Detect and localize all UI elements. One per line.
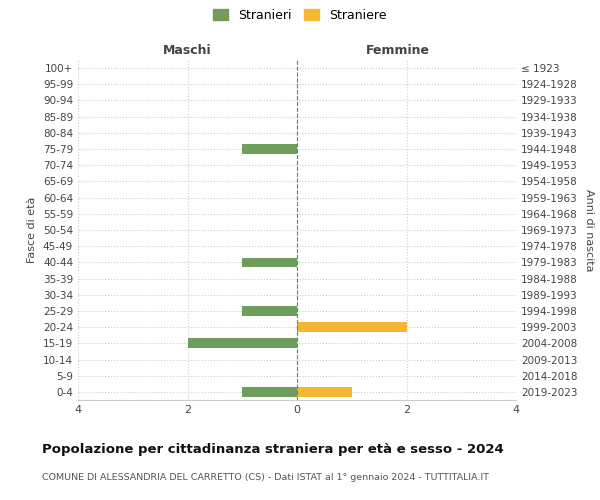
Y-axis label: Fasce di età: Fasce di età xyxy=(28,197,37,263)
Text: Maschi: Maschi xyxy=(163,44,212,57)
Text: Popolazione per cittadinanza straniera per età e sesso - 2024: Popolazione per cittadinanza straniera p… xyxy=(42,442,504,456)
Bar xyxy=(242,387,297,397)
Y-axis label: Anni di nascita: Anni di nascita xyxy=(584,188,594,271)
Text: COMUNE DI ALESSANDRIA DEL CARRETTO (CS) - Dati ISTAT al 1° gennaio 2024 - TUTTIT: COMUNE DI ALESSANDRIA DEL CARRETTO (CS) … xyxy=(42,472,489,482)
Bar xyxy=(187,338,297,348)
Bar xyxy=(297,387,352,397)
Text: Femmine: Femmine xyxy=(366,44,430,57)
Bar xyxy=(242,144,297,154)
Bar xyxy=(242,258,297,267)
Bar xyxy=(242,306,297,316)
Legend: Stranieri, Straniere: Stranieri, Straniere xyxy=(211,6,389,24)
Bar xyxy=(297,322,407,332)
